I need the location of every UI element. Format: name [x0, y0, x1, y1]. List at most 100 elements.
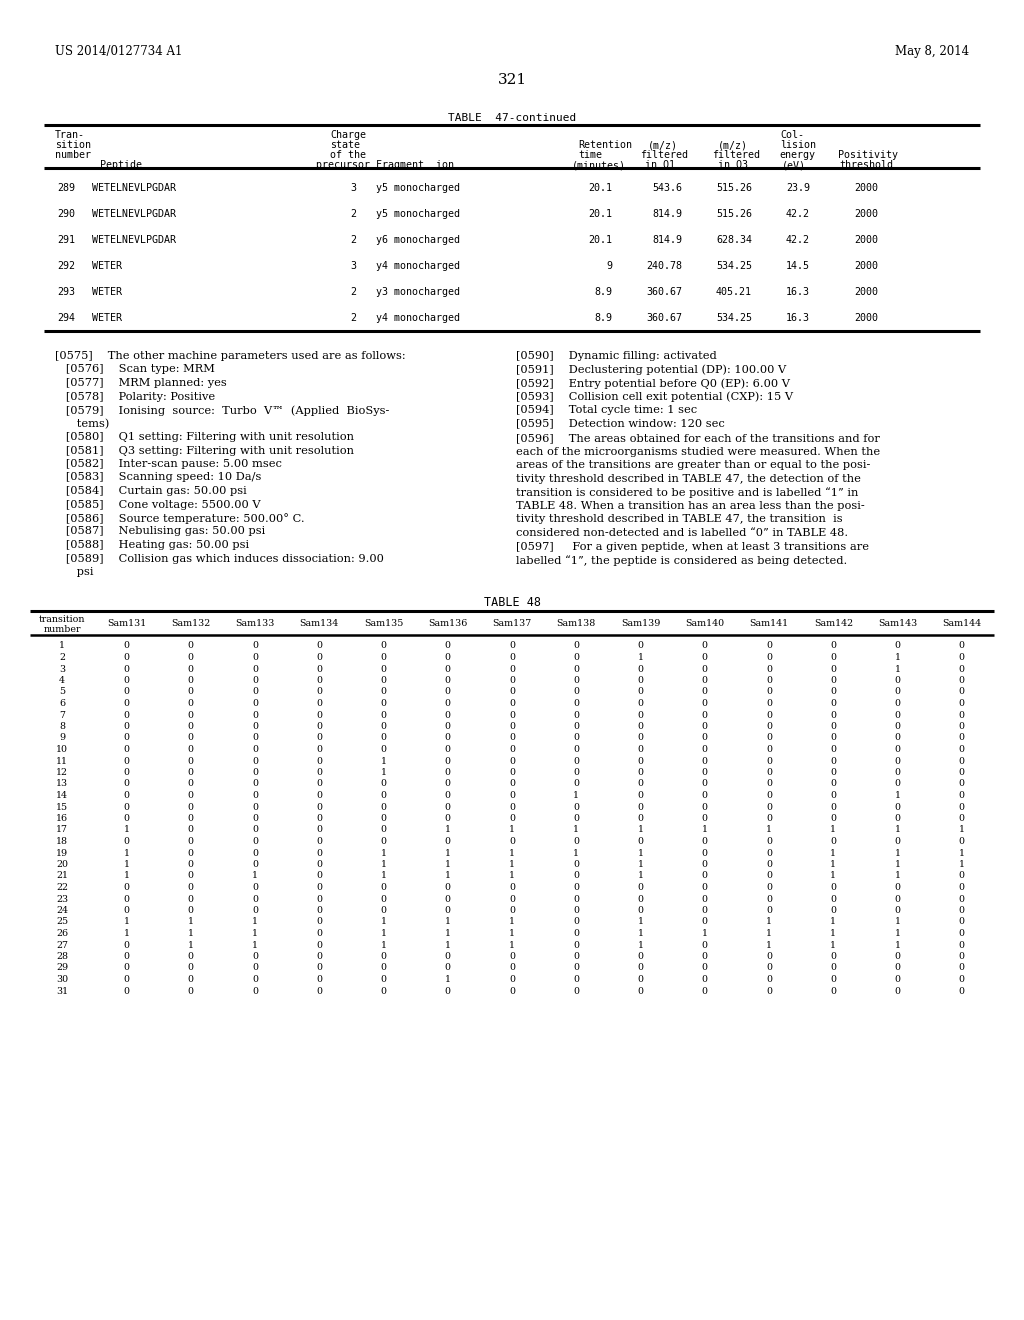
Text: 1: 1 — [830, 825, 837, 834]
Text: 1: 1 — [252, 929, 258, 939]
Text: 8.9: 8.9 — [594, 313, 612, 323]
Text: 0: 0 — [316, 710, 323, 719]
Text: 0: 0 — [638, 837, 643, 846]
Text: 16: 16 — [56, 814, 69, 822]
Text: 0: 0 — [638, 803, 643, 812]
Text: 0: 0 — [316, 803, 323, 812]
Text: labelled “1”, the peptide is considered as being detected.: labelled “1”, the peptide is considered … — [516, 554, 847, 566]
Text: [0596]  The areas obtained for each of the transitions and for: [0596] The areas obtained for each of th… — [516, 433, 880, 444]
Text: 0: 0 — [895, 964, 900, 973]
Text: 19: 19 — [56, 849, 69, 858]
Text: 0: 0 — [830, 975, 837, 983]
Text: 22: 22 — [56, 883, 69, 892]
Text: WETER: WETER — [92, 313, 122, 323]
Text: 0: 0 — [766, 688, 772, 697]
Text: 0: 0 — [444, 814, 451, 822]
Text: 2: 2 — [350, 209, 356, 219]
Text: 1: 1 — [444, 871, 451, 880]
Text: 0: 0 — [509, 791, 515, 800]
Text: 0: 0 — [252, 895, 258, 903]
Text: filtered: filtered — [640, 150, 688, 160]
Text: 0: 0 — [444, 883, 451, 892]
Text: 0: 0 — [830, 756, 837, 766]
Text: 0: 0 — [830, 710, 837, 719]
Text: 0: 0 — [381, 780, 386, 788]
Text: 0: 0 — [895, 803, 900, 812]
Text: 0: 0 — [316, 791, 323, 800]
Text: 0: 0 — [252, 837, 258, 846]
Text: 0: 0 — [252, 642, 258, 651]
Text: 0: 0 — [573, 734, 580, 742]
Text: 0: 0 — [573, 837, 580, 846]
Text: 27: 27 — [56, 940, 69, 949]
Text: 3: 3 — [350, 183, 356, 193]
Text: 26: 26 — [56, 929, 69, 939]
Text: 0: 0 — [316, 744, 323, 754]
Text: 0: 0 — [252, 791, 258, 800]
Text: 534.25: 534.25 — [716, 261, 752, 271]
Text: 0: 0 — [187, 814, 194, 822]
Text: 0: 0 — [444, 803, 451, 812]
Text: 0: 0 — [573, 700, 580, 708]
Text: 0: 0 — [509, 722, 515, 731]
Text: [0584]  Curtain gas: 50.00 psi: [0584] Curtain gas: 50.00 psi — [55, 486, 247, 496]
Text: each of the microorganisms studied were measured. When the: each of the microorganisms studied were … — [516, 447, 880, 457]
Text: 0: 0 — [895, 986, 900, 995]
Text: 0: 0 — [252, 768, 258, 777]
Text: 0: 0 — [958, 734, 965, 742]
Text: 0: 0 — [187, 895, 194, 903]
Text: 0: 0 — [895, 837, 900, 846]
Text: 1: 1 — [124, 871, 129, 880]
Text: 0: 0 — [766, 837, 772, 846]
Text: 0: 0 — [766, 814, 772, 822]
Text: 1: 1 — [509, 849, 515, 858]
Text: 0: 0 — [252, 849, 258, 858]
Text: 0: 0 — [252, 710, 258, 719]
Text: 0: 0 — [766, 756, 772, 766]
Text: 2000: 2000 — [854, 183, 878, 193]
Text: Sam137: Sam137 — [493, 619, 531, 628]
Text: 1: 1 — [895, 849, 900, 858]
Text: 0: 0 — [381, 744, 386, 754]
Text: 0: 0 — [381, 906, 386, 915]
Text: Peptide: Peptide — [100, 160, 142, 170]
Text: [0587]  Nebulising gas: 50.00 psi: [0587] Nebulising gas: 50.00 psi — [55, 527, 265, 536]
Text: [0575]  The other machine parameters used are as follows:: [0575] The other machine parameters used… — [55, 351, 406, 360]
Text: 0: 0 — [509, 837, 515, 846]
Text: 20.1: 20.1 — [588, 183, 612, 193]
Text: 0: 0 — [573, 642, 580, 651]
Text: 1: 1 — [895, 653, 900, 663]
Text: 0: 0 — [444, 952, 451, 961]
Text: 0: 0 — [958, 986, 965, 995]
Text: 0: 0 — [701, 722, 708, 731]
Text: 0: 0 — [830, 791, 837, 800]
Text: 1: 1 — [509, 861, 515, 869]
Text: 0: 0 — [444, 653, 451, 663]
Text: 0: 0 — [252, 756, 258, 766]
Text: 0: 0 — [252, 814, 258, 822]
Text: 1: 1 — [573, 825, 580, 834]
Text: 1: 1 — [638, 929, 643, 939]
Text: 0: 0 — [444, 791, 451, 800]
Text: 20.1: 20.1 — [588, 209, 612, 219]
Text: considered non-detected and is labelled “0” in TABLE 48.: considered non-detected and is labelled … — [516, 528, 848, 539]
Text: 291: 291 — [57, 235, 75, 246]
Text: 0: 0 — [958, 744, 965, 754]
Text: 0: 0 — [187, 744, 194, 754]
Text: 0: 0 — [316, 929, 323, 939]
Text: 0: 0 — [187, 791, 194, 800]
Text: [0585]  Cone voltage: 5500.00 V: [0585] Cone voltage: 5500.00 V — [55, 499, 261, 510]
Text: 0: 0 — [830, 803, 837, 812]
Text: y5 monocharged: y5 monocharged — [376, 183, 460, 193]
Text: 0: 0 — [252, 688, 258, 697]
Text: 0: 0 — [444, 664, 451, 673]
Text: 0: 0 — [958, 710, 965, 719]
Text: Sam138: Sam138 — [557, 619, 596, 628]
Text: 0: 0 — [830, 986, 837, 995]
Text: 0: 0 — [509, 780, 515, 788]
Text: [0580]  Q1 setting: Filtering with unit resolution: [0580] Q1 setting: Filtering with unit r… — [55, 432, 354, 442]
Text: sition: sition — [55, 140, 91, 150]
Text: 0: 0 — [573, 780, 580, 788]
Text: WETER: WETER — [92, 286, 122, 297]
Text: Col-: Col- — [780, 129, 804, 140]
